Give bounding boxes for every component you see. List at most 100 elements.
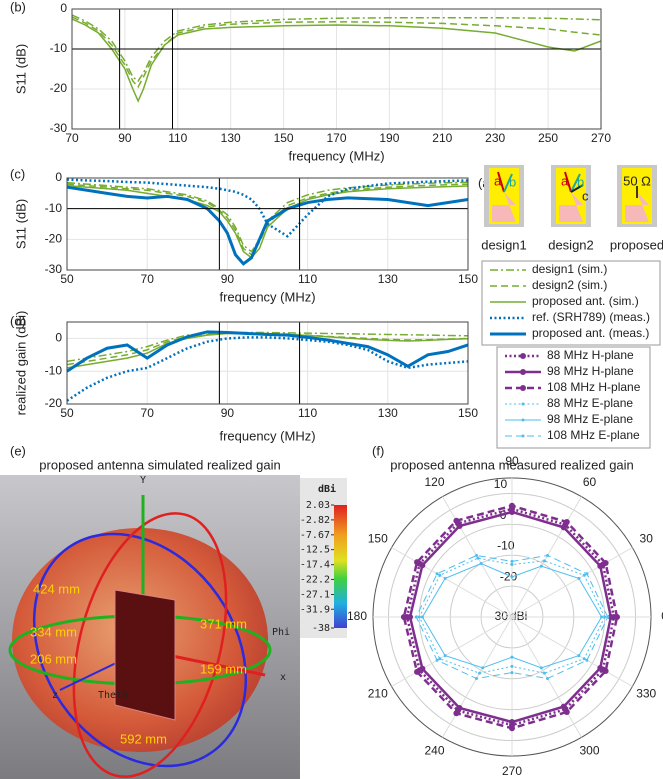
page: {"chart_data": [ {"type": "line", "panel… [0,0,663,779]
legend-marker [520,353,526,359]
colorbar-unit: dBi [318,483,336,495]
y-axis-label: S11 (dB) [13,44,28,94]
y-tick-label: -10 [45,201,63,215]
design-label: design2 [548,237,594,252]
y-axis-label: S11 (dB) [13,199,28,249]
y-tick-label: 0 [55,331,62,345]
legend-label: ref. (SRH789) (meas.) [532,310,650,324]
theta-tick-label: 240 [424,743,444,757]
x-axis-label: frequency (MHz) [219,428,315,443]
theta-tick-label: 180 [347,609,367,623]
x-tick-label: 150 [458,406,478,420]
y-tick-label: 0 [60,1,67,15]
dimension: 334 mm [30,624,77,639]
legend-label: design1 (sim.) [532,262,607,276]
theta-tick-label: 120 [424,475,444,489]
x-tick-label: 90 [118,131,132,145]
panel-label: (b) [10,0,26,14]
dim-label: b [577,174,584,189]
x-tick-label: 150 [274,131,294,145]
design-label: proposed [610,237,663,252]
panel-label: (e) [10,443,26,458]
axis-name: Theta [98,690,128,701]
x-tick-label: 130 [221,131,241,145]
y-tick-label: -20 [45,396,63,410]
theta-tick-label: 150 [368,532,388,546]
colorbar-label: -31.9 [300,604,330,615]
legend-label: 108 MHz E-plane [547,428,640,442]
legend-label: 88 MHz H-plane [547,348,634,362]
design-label: design1 [481,237,527,252]
dim-label: a [494,173,502,188]
theta-tick-label: 330 [636,687,656,701]
dim-label: c [582,188,589,203]
axis-name: Y [140,475,146,486]
colorbar-label: -2.82 [300,515,330,526]
marker [543,672,546,675]
colorbar-label: -27.1 [300,590,330,601]
legend-label: 88 MHz E-plane [547,396,633,410]
x-tick-label: 70 [65,131,79,145]
panel-label: (c) [10,166,25,181]
y-axis-label: realized gain (dBi) [13,311,28,416]
x-tick-label: 110 [168,131,187,145]
y-tick-label: 0 [55,170,62,184]
x-axis-label: frequency (MHz) [288,148,384,163]
x-tick-label: 270 [591,131,611,145]
port-label: 50 Ω [623,173,651,188]
y-tick-label: -20 [45,232,63,246]
colorbar-label: 2.03 [306,500,330,511]
x-tick-label: 230 [485,131,505,145]
x-tick-label: 210 [432,131,452,145]
colorbar-label: -22.2 [300,574,330,585]
colorbar [334,505,347,628]
legend-marker [520,369,526,375]
colorbar-label: -38 [312,623,330,634]
dim-label: b [509,174,516,189]
y-tick-label: -10 [50,41,68,55]
legend-marker [522,403,525,406]
theta-tick-label: 30 [640,532,654,546]
dimension: 592 mm [120,731,167,746]
x-tick-label: 110 [298,272,317,286]
dimension: 159 mm [200,661,247,676]
theta-tick-label: 60 [583,475,597,489]
y-tick-label: -20 [50,81,68,95]
legend-marker [522,435,525,438]
y-tick-label: -30 [45,262,63,276]
colorbar-label: -7.67 [300,530,330,541]
dimension: 371 mm [200,616,247,631]
series-line [67,182,468,251]
x-tick-label: 70 [141,272,155,286]
x-tick-label: 130 [378,272,398,286]
theta-tick-label: 270 [502,764,522,778]
marker [511,671,514,674]
legend-label: 98 MHz E-plane [547,412,633,426]
x-tick-label: 250 [538,131,558,145]
figure: (a) a b a b c 50 Ω design1 design2 propo… [0,0,663,779]
series-line [67,337,468,400]
y-tick-label: -10 [45,363,63,377]
colorbar-label: -17.4 [300,560,330,571]
marker [436,572,439,575]
x-tick-label: 170 [326,131,346,145]
y-tick-label: -30 [50,121,68,135]
r-tick-label: -20 [500,569,518,583]
dimension: 424 mm [33,581,80,596]
dimension: 206 mm [30,651,77,666]
x-tick-label: 190 [379,131,399,145]
legend-marker [520,385,526,391]
theta-tick-label: 210 [368,687,388,701]
axis-name: x [280,672,286,683]
x-tick-label: 50 [60,272,74,286]
panel-label: (f) [372,443,384,458]
x-tick-label: 150 [458,272,478,286]
x-tick-label: 50 [60,406,74,420]
legend-marker [522,419,525,422]
series-line [67,332,468,361]
legend-label: design2 (sim.) [532,278,607,292]
axis-name: z [52,690,58,701]
theta-tick-label: 90 [505,454,519,468]
panel-title: proposed antenna simulated realized gain [39,457,280,472]
x-axis-label: frequency (MHz) [219,289,315,304]
